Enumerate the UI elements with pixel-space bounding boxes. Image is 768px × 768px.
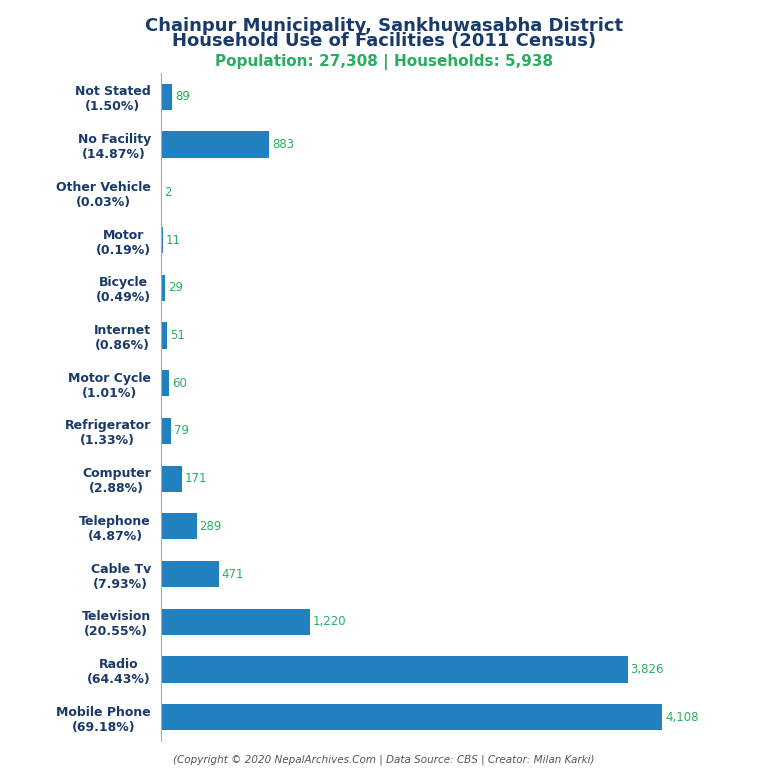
Text: 883: 883 [272, 138, 294, 151]
Bar [161, 84, 172, 110]
Text: 1,220: 1,220 [313, 615, 346, 628]
Bar [161, 131, 269, 157]
Bar [161, 323, 167, 349]
Text: 3,826: 3,826 [631, 663, 664, 676]
Text: Population: 27,308 | Households: 5,938: Population: 27,308 | Households: 5,938 [215, 54, 553, 70]
Bar [161, 704, 662, 730]
Text: 89: 89 [175, 91, 190, 104]
Bar [161, 513, 197, 539]
Text: 29: 29 [168, 281, 183, 294]
Bar [161, 609, 310, 635]
Text: Chainpur Municipality, Sankhuwasabha District: Chainpur Municipality, Sankhuwasabha Dis… [145, 17, 623, 35]
Text: 60: 60 [171, 376, 187, 389]
Bar [161, 657, 627, 683]
Text: 171: 171 [185, 472, 207, 485]
Text: 2: 2 [164, 186, 172, 199]
Bar [161, 465, 182, 492]
Bar [161, 227, 163, 253]
Text: 79: 79 [174, 425, 189, 438]
Text: Household Use of Facilities (2011 Census): Household Use of Facilities (2011 Census… [172, 32, 596, 50]
Bar [161, 418, 171, 444]
Text: 471: 471 [222, 568, 244, 581]
Text: 289: 289 [200, 520, 222, 533]
Text: 4,108: 4,108 [665, 710, 699, 723]
Text: 51: 51 [170, 329, 185, 342]
Bar [161, 561, 219, 588]
Bar [161, 370, 169, 396]
Text: 11: 11 [166, 233, 180, 247]
Bar [161, 275, 165, 301]
Text: (Copyright © 2020 NepalArchives.Com | Data Source: CBS | Creator: Milan Karki): (Copyright © 2020 NepalArchives.Com | Da… [174, 754, 594, 765]
